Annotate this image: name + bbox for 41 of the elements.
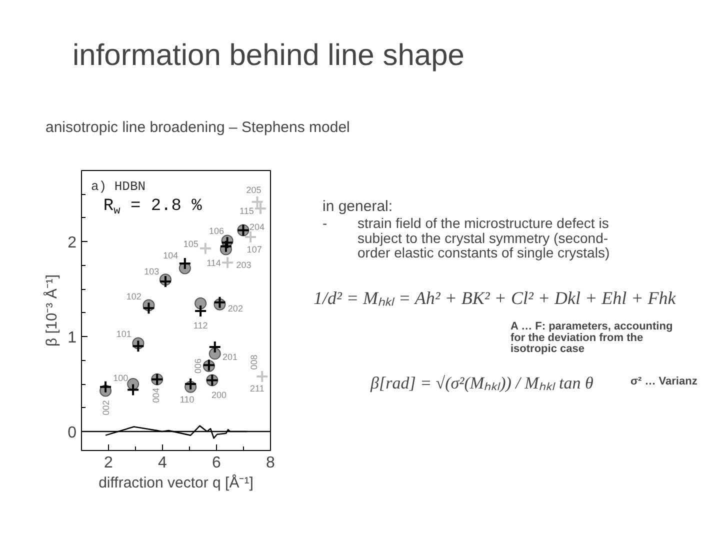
annotation: 002 [101,400,112,416]
annotation: 112 [193,320,208,331]
chart-subtitle: anisotropic line broadening – Stephens model [46,119,350,136]
annotation: 101 [116,329,132,340]
annotation: 100 [113,372,128,383]
annotation: 008 [249,354,260,370]
annotation: 205 [246,185,262,196]
annotation: 102 [126,291,142,302]
y-axis-title: β [10⁻³ Å⁻¹] [42,274,61,346]
text: - strain field of the microstructure defect is subject to the crystal symmetry (second- order elastic constants of single crystals) [322,214,610,261]
annotation: 202 [228,304,243,314]
text: β[rad] = √(σ²(Mₕₖₗ)) / Mₕₖₗ tan θ [370,374,594,393]
chart-title: information behind line shape [72,39,464,72]
annotation: 201 [222,352,238,362]
x-tick-label: 4 [158,454,168,472]
annotation: 200 [211,390,227,400]
annotation: 107 [246,244,262,255]
x-tick-label: 2 [104,454,114,472]
annotation: 103 [144,266,160,277]
annotation: 204 [250,222,265,232]
annotation: 004 [151,388,161,403]
x-tick-label: 6 [212,454,222,472]
annotation: 110 [180,394,194,405]
annotation: 006 [193,358,204,374]
text: in general: [322,198,393,216]
y-tick-label: 0 [68,424,77,442]
annotation: 115 [240,206,254,216]
annotation: 114 [206,258,221,268]
annotation: 104 [163,250,178,260]
text: σ² … Varianz [630,376,698,388]
y-tick-label: 2 [68,234,77,252]
x-axis-title: diffraction vector q [Å⁻¹] [98,474,254,492]
annotation: 203 [236,260,252,270]
text: A … F: parameters, accounting for the deviation from the isotropic case [510,320,673,356]
y-tick-label: 1 [68,330,77,347]
annotation: a) HDBN [90,178,146,194]
annotation: 106 [208,226,224,236]
annotation: 211 [250,383,264,394]
annotation: 105 [183,239,198,250]
text: 1/d² = Mₕₖₗ = Ah² + BK² + Cl² + Dkl + Ehl + Fhk [314,288,677,308]
x-tick-label: 8 [266,454,276,472]
